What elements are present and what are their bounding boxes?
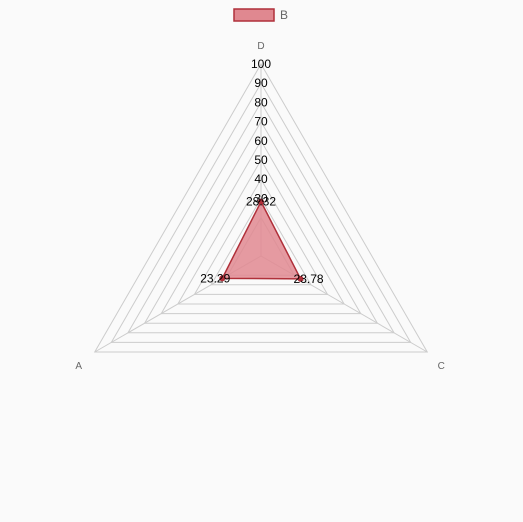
tick-labels: 30 40 50 60 70 80 90 100	[251, 57, 271, 205]
legend-label-b[interactable]: B	[280, 8, 288, 22]
data-label-c: 23.78	[294, 272, 324, 286]
axis-label-a: A	[75, 361, 82, 372]
legend[interactable]: B	[233, 8, 288, 22]
grid-ring-60	[160, 139, 362, 315]
tick-label-80: 80	[254, 95, 268, 109]
tick-label-30: 30	[254, 191, 268, 205]
grid-ring-50	[176, 158, 346, 305]
tick-label-70: 70	[254, 115, 268, 129]
tick-label-60: 60	[254, 134, 268, 148]
grid-ring-30	[210, 197, 312, 286]
data-label-d: 28.32	[246, 195, 276, 209]
tick-label-40: 40	[254, 172, 268, 186]
axis-label-c: C	[438, 361, 445, 372]
grid-ring-70	[143, 120, 379, 324]
series-b-point-a[interactable]	[219, 275, 226, 282]
grid-ring-90	[110, 82, 412, 343]
tick-label-90: 90	[254, 76, 268, 90]
series-group	[219, 198, 304, 282]
grid-ring-40	[193, 178, 329, 295]
data-label-a: 23.29	[200, 271, 230, 285]
series-b-area	[221, 199, 302, 280]
axis-labels: D C A	[75, 41, 445, 372]
grid-ring-100	[93, 63, 429, 353]
tick-label-100: 100	[251, 57, 271, 71]
series-b-point-d[interactable]	[258, 198, 264, 205]
grid-ring-80	[127, 101, 395, 334]
data-labels: 28.32 23.78 23.29	[200, 195, 324, 286]
axis-label-d: D	[257, 41, 264, 52]
series-b-point-c[interactable]	[297, 275, 304, 282]
tick-label-50: 50	[254, 153, 268, 167]
legend-swatch-b[interactable]	[233, 8, 275, 22]
